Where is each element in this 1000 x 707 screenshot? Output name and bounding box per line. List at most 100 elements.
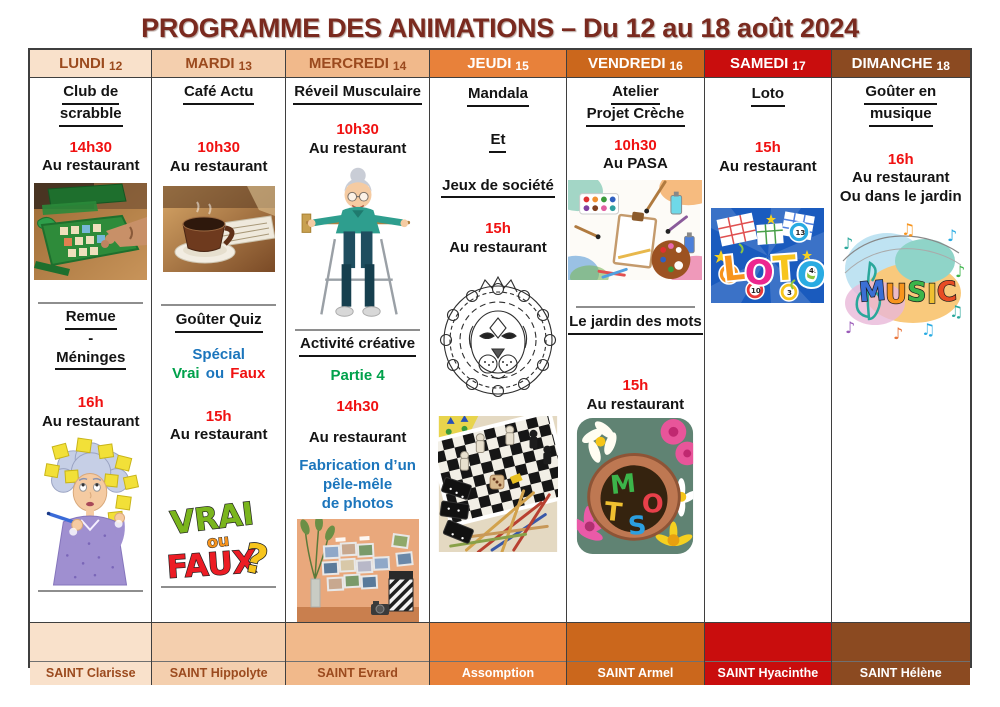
saint-label: Assomption (430, 660, 566, 685)
event-time: 15h (622, 376, 649, 394)
event-title-line: Méninges (55, 349, 127, 371)
scrabble-board-photo (34, 183, 148, 280)
day-column-vendredi: VENDREDI 16 Atelier Projet Crèche 10h30 … (566, 50, 706, 685)
saint-label: SAINT Clarisse (30, 660, 152, 685)
day-body-vendredi: Atelier Projet Crèche 10h30 Au PASA (567, 78, 704, 622)
mots-letter-m: M (609, 469, 637, 501)
event-place: Au restaurant (586, 395, 685, 413)
day-number: 15 (515, 58, 529, 73)
event-title-line: Réveil Musculaire (293, 83, 422, 105)
music-letter-s: S (906, 276, 928, 308)
saint-label: SAINT Hélène (831, 660, 970, 685)
saint-label: SAINT Armel (566, 660, 705, 685)
event-title: Club de scrabble (58, 83, 123, 127)
day-column-lundi: LUNDI 12 Club de scrabble 14h30 Au resta… (30, 50, 153, 685)
section-divider (295, 329, 420, 332)
chair-exercise-illustration (301, 168, 410, 318)
day-header-vendredi: VENDREDI 16 (566, 50, 705, 78)
day-number: 17 (792, 58, 806, 73)
day-header-samedi: SAMEDI 17 (705, 50, 831, 78)
footer-band (831, 621, 970, 661)
loto-ball-number: 3 (787, 289, 792, 297)
saint-label: SAINT Evrard (285, 660, 430, 685)
event-title: Café Actu (182, 83, 255, 105)
event-part: Partie 4 (330, 367, 385, 384)
event-title-line: Atelier (611, 83, 660, 105)
art-supplies-illustration (568, 180, 703, 280)
day-name: MERCREDI (308, 55, 389, 72)
day-name: VENDREDI (587, 55, 666, 72)
day-header-mercredi: MERCREDI 14 (285, 50, 430, 78)
event-title-line: musique (868, 105, 933, 127)
section-divider (161, 304, 277, 307)
event-title: Goûter en musique (864, 83, 938, 127)
saint-label: SAINT Hyacinthe (705, 660, 831, 685)
event-place: Au restaurant (169, 426, 268, 444)
event-title: Atelier Projet Crèche (585, 83, 686, 127)
footer-band (430, 621, 566, 661)
day-column-samedi: SAMEDI 17 Loto 15h Au restaurant (705, 50, 832, 685)
board-games-photo (437, 415, 558, 552)
word-faux: Faux (230, 364, 266, 382)
loto-ball-number: 13 (796, 229, 806, 237)
day-body-mercredi: Réveil Musculaire 10h30 Au restaurant (286, 78, 429, 622)
footer-band (285, 621, 430, 661)
event-title-line: Goûter Quiz (174, 311, 263, 333)
event-title: Méninges (55, 349, 127, 371)
section-divider (575, 306, 695, 308)
event-time: 15h (754, 138, 781, 156)
event-note-line: de photos (321, 494, 394, 512)
music-logo-illustration: ♪ ♫ ♪ ♫ ♪ ♫ ♪ ♪ M U S I C (842, 220, 965, 343)
day-number: 18 (936, 58, 950, 73)
music-letter-m: M (857, 275, 886, 308)
event-time: 15h (485, 220, 511, 238)
svg-text:♪: ♪ (947, 226, 957, 245)
event-place: Au restaurant (449, 239, 547, 256)
loto-logo: 13 45 7 10 3 L O T O (711, 208, 825, 304)
day-body-jeudi: Mandala Et Jeux de société 15h Au restau… (430, 78, 565, 622)
event-time: 14h30 (336, 397, 379, 415)
event-title-line: scrabble (58, 105, 123, 127)
event-title: Et (489, 131, 507, 153)
day-number: 12 (108, 58, 123, 73)
day-column-mercredi: MERCREDI 14 Réveil Musculaire 10h30 Au r… (285, 50, 431, 685)
vrai-ou-faux-logo: VRAI ou FAUX ? (165, 495, 272, 580)
event-time: 15h (205, 407, 232, 425)
event-time: 16h (77, 394, 104, 412)
photo-collage-photo (296, 518, 419, 622)
svg-text:♪: ♪ (893, 324, 903, 343)
loto-letter: L (721, 248, 747, 290)
event-time: 10h30 (197, 138, 240, 156)
event-title-line: Le jardin des mots (568, 313, 703, 335)
day-number: 13 (238, 58, 252, 73)
event-title-line: Café Actu (182, 83, 255, 105)
day-number: 16 (669, 58, 683, 73)
event-title: Activité créative (299, 335, 417, 357)
event-place: Au restaurant (308, 139, 407, 157)
week-calendar-table: LUNDI 12 Club de scrabble 14h30 Au resta… (28, 48, 972, 685)
event-title-line: Et (489, 131, 507, 153)
loto-ball-number: 45 (809, 267, 819, 275)
footer-band (152, 621, 285, 661)
event-title: Goûter Quiz (174, 311, 263, 333)
loto-ball-number: 7 (727, 271, 732, 279)
event-title-dash: - (88, 329, 94, 347)
event-title-line: Projet Crèche (585, 105, 686, 127)
day-column-jeudi: JEUDI 15 Mandala Et Jeux de société 15h … (430, 50, 567, 685)
day-body-samedi: Loto 15h Au restaurant 13 45 7 (705, 78, 830, 622)
day-column-mardi: MARDI 13 Café Actu 10h30 Au restaurant (152, 50, 286, 685)
event-place-alt: Ou dans le jardin (839, 188, 962, 205)
brainstorm-woman-illustration (44, 437, 140, 586)
day-header-mardi: MARDI 13 (152, 50, 285, 78)
loto-letter: O (795, 254, 824, 297)
section-divider (161, 586, 277, 588)
svg-text:♪: ♪ (843, 234, 853, 253)
event-title: Loto (750, 85, 786, 107)
event-subtitle: Spécial (192, 346, 245, 363)
day-column-dimanche: DIMANCHE 18 Goûter en musique 16h Au res… (831, 50, 970, 685)
music-letter-i: I (927, 279, 937, 310)
event-title: Réveil Musculaire (293, 83, 422, 105)
event-title-line: Remue (64, 308, 117, 330)
footer-band (566, 621, 705, 661)
